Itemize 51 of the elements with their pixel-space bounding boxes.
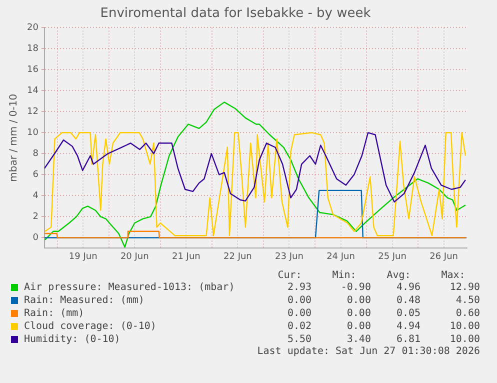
y-tick-label: 6: [32, 170, 39, 180]
text: 10.00: [448, 320, 480, 333]
y-tick-label: 14: [27, 86, 39, 96]
y-tick-label: 16: [27, 64, 39, 75]
text: 0.00: [286, 307, 312, 320]
y-tick-label: 10: [27, 128, 39, 138]
legend-label: Rain: (mm): [24, 308, 84, 319]
text: 3.40: [346, 333, 371, 346]
text: 0.00: [346, 294, 371, 307]
text: -0.90: [340, 281, 371, 294]
legend-label: Rain: Measured: (mm): [24, 295, 144, 306]
legend-label: Humidity: (0-10): [24, 334, 120, 345]
text: Cur:: [276, 270, 303, 281]
x-tick-label: 19 Jun: [68, 252, 98, 262]
text: 6.81: [395, 333, 421, 346]
y-tick-label: 0: [32, 233, 39, 244]
x-tick-label: 20 Jun: [120, 252, 149, 262]
text: 4.94: [395, 320, 421, 333]
legend-label: Cloud coverage: (0-10): [24, 321, 156, 332]
x-tick-label: 26 Jun: [430, 252, 458, 262]
text: 4.50: [454, 294, 480, 307]
x-tick-label: 22 Jun: [223, 252, 252, 262]
y-tick-label: 8: [32, 149, 39, 159]
text: 0.02: [286, 320, 312, 333]
x-tick-label: 21 Jun: [172, 252, 200, 262]
text: 0.00: [346, 307, 371, 320]
text: Last update: Sat Jun 27 01:30:08 2026: [256, 346, 480, 357]
text: 10.00: [448, 333, 480, 346]
text: 4.96: [395, 281, 421, 294]
text: Avg:: [386, 270, 412, 281]
text: 5.50: [286, 333, 312, 346]
text: 0.48: [395, 294, 421, 307]
text: Min:: [331, 270, 358, 281]
x-tick-label: 23 Jun: [275, 252, 304, 262]
text: 0.05: [395, 307, 421, 320]
y-tick-label: 20: [27, 22, 39, 33]
chart-title: Enviromental data for Isebakke - by week: [100, 6, 372, 22]
text: Max:: [440, 270, 466, 281]
y-tick-label: 12: [27, 106, 38, 117]
text: 12.90: [448, 281, 480, 294]
y-tick-label: 4: [32, 191, 39, 202]
text: 0.60: [454, 307, 480, 320]
text: 0.00: [286, 294, 312, 307]
x-tick-label: 24 Jun: [326, 252, 355, 262]
text: 0.00: [346, 320, 371, 333]
y-tick-label: 18: [27, 44, 39, 54]
legend-label: Air pressure: Measured-1013: (mbar): [24, 282, 235, 293]
y-tick-label: 2: [32, 212, 38, 222]
text: 2.93: [286, 281, 312, 294]
y-axis-title: mbar / mm / 0-10: [8, 94, 20, 182]
x-tick-label: 25 Jun: [378, 252, 406, 262]
